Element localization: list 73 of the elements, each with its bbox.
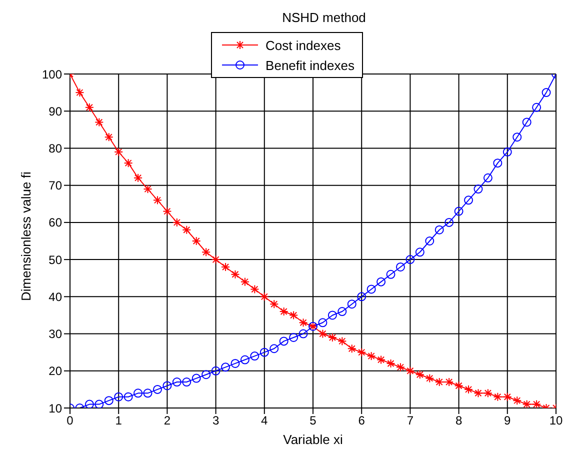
point (483, 173, 492, 182)
point (502, 147, 512, 156)
chart-title: NSHD method (281, 10, 367, 25)
point (454, 206, 464, 216)
point (357, 292, 366, 302)
point (464, 196, 474, 205)
point (522, 118, 532, 127)
x-tick-label: 1 (115, 414, 122, 428)
point (298, 329, 308, 338)
point (230, 358, 240, 368)
point (84, 400, 94, 408)
point (240, 355, 250, 364)
y-tick-label: 60 (48, 216, 62, 230)
x-tick-label: 5 (310, 414, 317, 428)
point (512, 132, 522, 142)
point (386, 270, 396, 279)
point (396, 262, 405, 272)
y-tick-label: 10 (48, 401, 62, 416)
x-tick-label: 3 (212, 414, 220, 428)
x-tick-label: 7 (406, 414, 414, 428)
x-tick-label: 6 (358, 414, 366, 428)
point (221, 362, 230, 372)
y-axis-title: Dimensionless value fi (18, 172, 34, 301)
point (434, 225, 444, 234)
x-tick-label: 8 (455, 414, 462, 428)
point (114, 392, 124, 402)
y-tick-label: 100 (42, 67, 62, 82)
point (124, 392, 133, 402)
x-tick-label: 0 (66, 414, 74, 428)
point (192, 374, 201, 383)
y-tick-label: 90 (48, 104, 62, 118)
x-tick-label: 2 (164, 414, 171, 428)
point (328, 310, 337, 320)
point (94, 400, 104, 408)
point (318, 318, 328, 328)
point (406, 255, 415, 264)
y-tick-label: 20 (48, 364, 62, 378)
point (172, 378, 182, 387)
point (270, 344, 279, 354)
x-axis-title: Variable xi (283, 432, 343, 447)
point (182, 378, 192, 387)
point (493, 158, 502, 168)
point (425, 236, 434, 246)
point (211, 366, 220, 376)
point (415, 248, 424, 257)
point (162, 381, 172, 390)
legend-label: Cost indexes (266, 38, 341, 52)
point (444, 218, 454, 227)
y-tick-label: 80 (48, 141, 62, 156)
legend-label: Benefit indexes (266, 58, 354, 72)
x-tick-label: 4 (261, 414, 268, 428)
point (474, 184, 483, 194)
point (289, 332, 298, 342)
point (376, 277, 386, 286)
point (104, 396, 114, 406)
y-tick-label: 50 (48, 252, 62, 267)
y-tick-label: 40 (48, 290, 62, 304)
point (202, 370, 211, 380)
y-tick-label: 70 (48, 178, 62, 193)
point (260, 348, 269, 357)
point (250, 352, 260, 361)
point (134, 388, 143, 398)
point (152, 384, 162, 394)
point (347, 300, 356, 309)
point (143, 388, 152, 398)
point (542, 88, 551, 98)
point (532, 102, 542, 112)
point (366, 284, 376, 294)
x-tick-label: 10 (549, 414, 563, 428)
point (338, 307, 347, 316)
point (279, 336, 288, 346)
y-tick-label: 30 (48, 327, 62, 342)
x-tick-label: 9 (504, 414, 512, 428)
